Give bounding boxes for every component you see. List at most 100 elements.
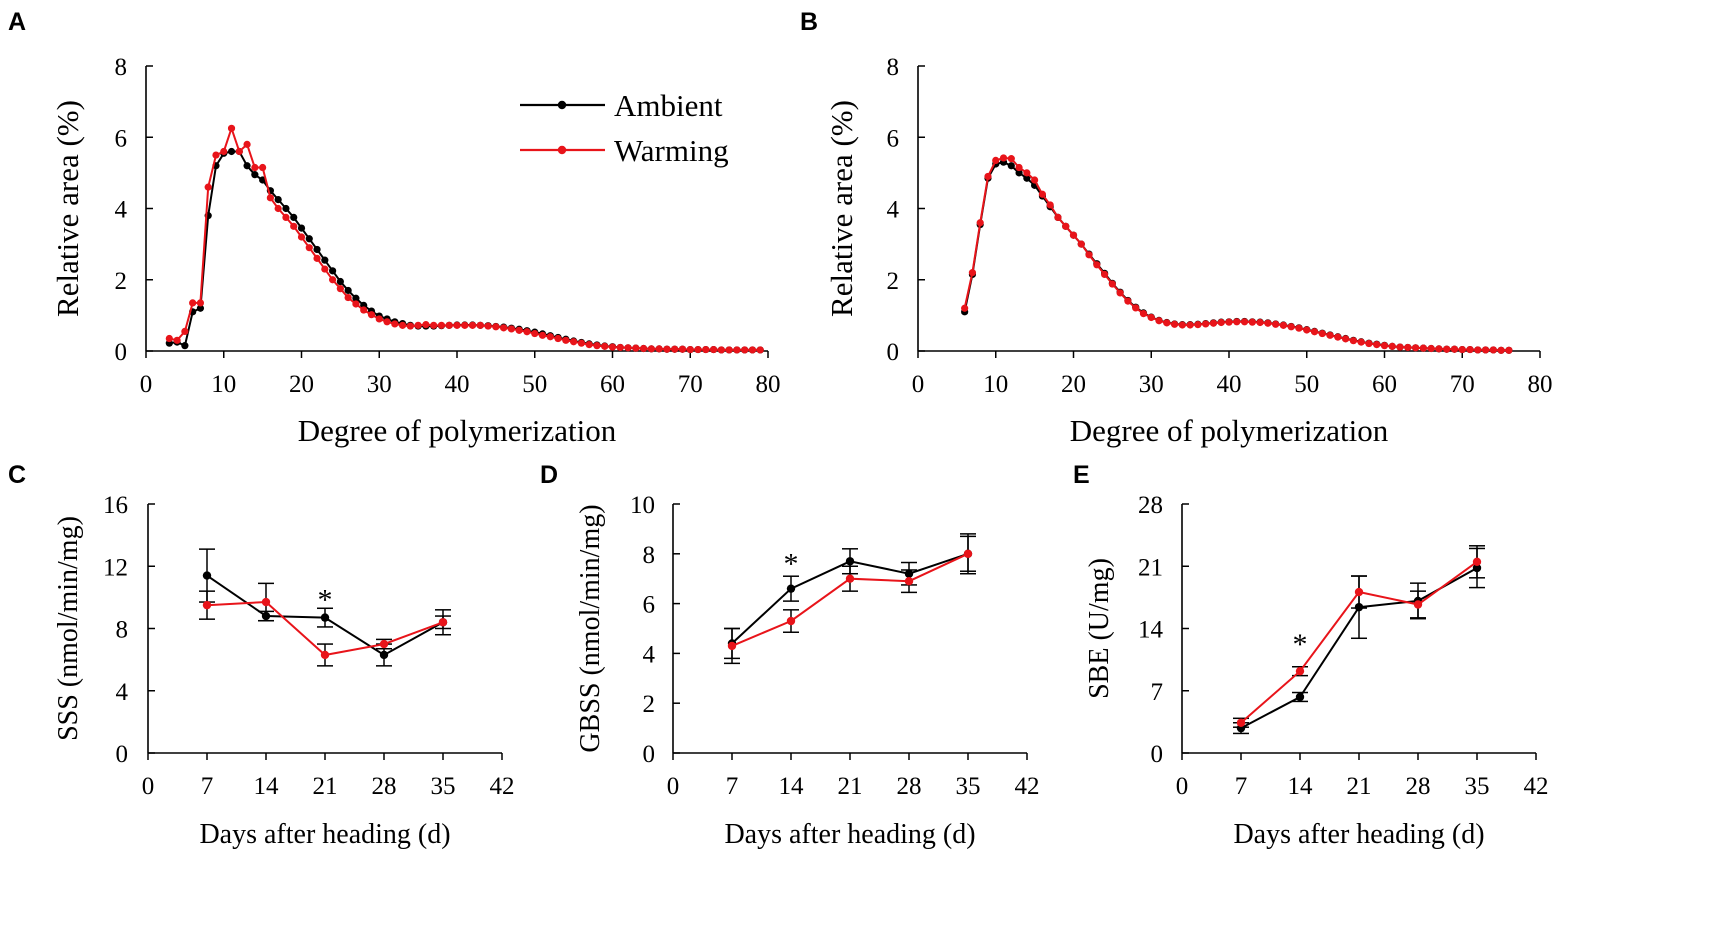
warming-data-point xyxy=(437,321,446,329)
y-tick-label: 7 xyxy=(1151,679,1164,706)
warming-data-point xyxy=(220,147,228,156)
ambient-data-point xyxy=(321,256,329,264)
x-tick-label: 60 xyxy=(1372,371,1397,398)
warming-data-point xyxy=(640,344,648,353)
warming-data-point xyxy=(204,183,212,191)
x-tick-label: 30 xyxy=(1139,371,1164,398)
warming-data-point xyxy=(786,616,796,626)
warming-data-point xyxy=(476,321,484,329)
warming-data-point xyxy=(1077,240,1085,248)
warming-data-point xyxy=(1256,318,1264,327)
warming-data-point xyxy=(961,304,969,312)
warming-data-point xyxy=(1357,338,1365,346)
warming-data-point xyxy=(1147,313,1155,322)
x-tick-label: 70 xyxy=(678,371,703,398)
y-tick-label: 10 xyxy=(630,492,655,519)
x-tick-label: 21 xyxy=(1347,773,1372,800)
y-tick-label: 0 xyxy=(115,339,128,366)
x-tick-label: 0 xyxy=(667,773,680,800)
ambient-data-point xyxy=(379,650,389,660)
ambient-data-point xyxy=(1007,162,1015,170)
warming-data-point xyxy=(976,219,984,227)
warming-data-point xyxy=(663,345,671,353)
warming-data-point xyxy=(1163,319,1171,327)
warming-data-point xyxy=(212,151,220,159)
warming-data-point xyxy=(733,346,741,354)
panel-letter: B xyxy=(800,8,818,36)
warming-data-point xyxy=(461,321,469,329)
ambient-data-point xyxy=(196,304,205,312)
y-axis-label: GBSS (nmol/min/mg) xyxy=(575,504,606,752)
warming-data-point xyxy=(1155,317,1163,325)
x-tick-label: 7 xyxy=(201,773,214,800)
x-axis-label: Days after heading (d) xyxy=(1233,819,1484,850)
warming-data-point xyxy=(554,334,562,343)
x-tick-label: 21 xyxy=(838,773,863,800)
ambient-data-point xyxy=(352,294,360,302)
y-tick-label: 8 xyxy=(116,617,129,644)
ambient-data-point xyxy=(274,195,282,204)
ambient-data-point xyxy=(181,342,189,350)
legend-warming-marker xyxy=(557,145,567,155)
x-tick-label: 14 xyxy=(779,773,805,800)
warming-data-point xyxy=(1380,342,1389,350)
warming-data-point xyxy=(904,576,914,586)
panel-d: D 0 2 4 6 8 10 0 7 14 21 28 35 42 Days after heading (… xyxy=(540,461,1040,850)
warming-data-point xyxy=(1272,320,1280,328)
warming-data-point xyxy=(647,345,655,353)
warming-data-point xyxy=(1236,718,1246,727)
warming-data-point xyxy=(352,300,360,308)
ambient-data-point xyxy=(336,277,344,286)
ambient-data-point xyxy=(251,171,259,179)
x-axis-label: Degree of polymerization xyxy=(1070,413,1389,448)
ambient-data-point xyxy=(845,557,855,566)
warming-data-point xyxy=(1349,337,1357,345)
warming-data-point xyxy=(430,321,438,329)
warming-data-point xyxy=(984,172,992,181)
warming-data-point xyxy=(1132,304,1140,312)
y-tick-label: 21 xyxy=(1138,554,1163,581)
warming-data-point xyxy=(1248,318,1256,326)
warming-data-point xyxy=(1458,345,1466,354)
legend-warming-label: Warming xyxy=(614,133,729,168)
warming-data-point xyxy=(1295,324,1303,332)
x-tick-label: 30 xyxy=(367,371,392,398)
x-axis-label: Days after heading (d) xyxy=(724,819,975,850)
warming-data-point xyxy=(297,233,306,241)
warming-data-point xyxy=(616,343,624,352)
y-axis-label: SBE (U/mg) xyxy=(1084,558,1115,699)
warming-data-point xyxy=(1178,321,1186,329)
warming-data-point xyxy=(1443,345,1451,353)
warming-data-point xyxy=(202,600,212,610)
warming-data-point xyxy=(523,328,531,336)
warming-data-point xyxy=(1023,169,1031,177)
y-tick-label: 14 xyxy=(1138,617,1164,644)
ambient-series-line xyxy=(169,150,761,351)
warming-data-point xyxy=(968,269,977,277)
warming-data-point xyxy=(500,324,508,332)
x-tick-label: 70 xyxy=(1450,371,1475,398)
warming-data-point xyxy=(1474,346,1482,354)
x-tick-label: 40 xyxy=(445,371,470,398)
y-axis-label: Relative area (%) xyxy=(50,100,85,317)
warming-data-point xyxy=(266,194,274,202)
warming-data-point xyxy=(1427,344,1435,353)
warming-data-point xyxy=(546,333,554,341)
y-tick-label: 6 xyxy=(887,125,900,152)
x-tick-label: 60 xyxy=(600,371,625,398)
warming-data-point xyxy=(1303,326,1311,334)
warming-data-point xyxy=(531,329,539,338)
warming-data-point xyxy=(398,321,407,329)
warming-data-point xyxy=(1069,231,1078,239)
warming-data-point xyxy=(515,326,523,334)
x-tick-label: 20 xyxy=(289,371,314,398)
warming-data-point xyxy=(367,311,376,319)
warming-data-point xyxy=(1388,342,1396,350)
x-tick-label: 14 xyxy=(254,773,280,800)
x-tick-label: 0 xyxy=(912,371,925,398)
y-tick-label: 16 xyxy=(103,492,128,519)
warming-data-point xyxy=(717,346,725,354)
warming-data-point xyxy=(1472,557,1482,567)
